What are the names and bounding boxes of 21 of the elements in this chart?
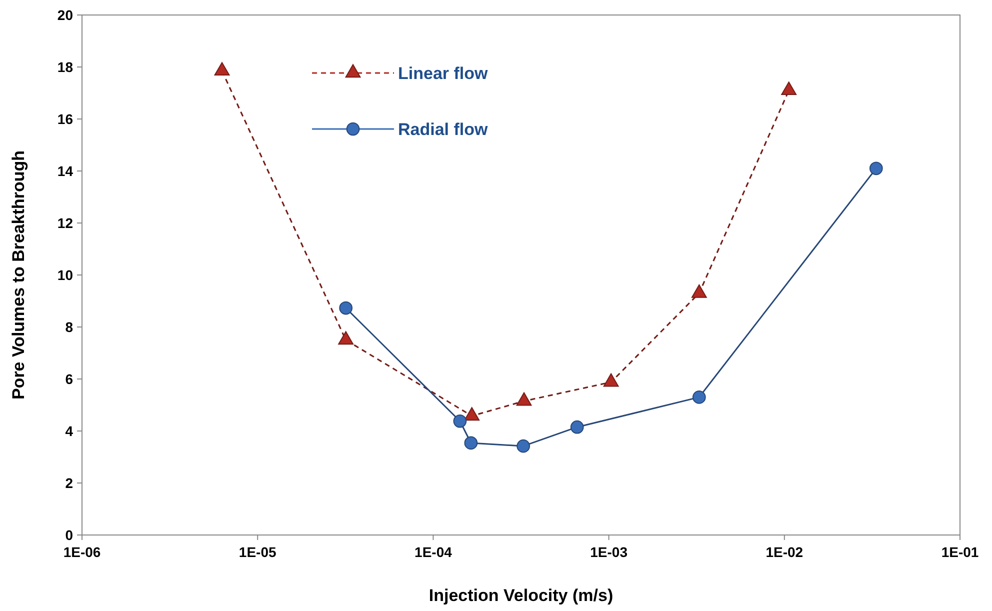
x-tick-label: 1E-03 xyxy=(590,544,628,560)
x-tick-label: 1E-04 xyxy=(414,544,452,560)
x-tick-label: 1E-02 xyxy=(766,544,804,560)
legend-label: Radial flow xyxy=(398,120,489,139)
x-tick-label: 1E-06 xyxy=(63,544,101,560)
y-tick-label: 20 xyxy=(57,6,74,23)
y-tick-label: 4 xyxy=(65,422,74,439)
legend-label: Linear flow xyxy=(398,64,489,83)
x-axis-title: Injection Velocity (m/s) xyxy=(428,586,614,605)
y-axis-title: Pore Volumes to Breakthrough xyxy=(9,150,28,400)
y-tick-label: 2 xyxy=(65,474,74,491)
x-tick-label: 1E-01 xyxy=(941,544,979,560)
y-tick-label: 6 xyxy=(65,370,74,387)
y-tick-label: 8 xyxy=(65,318,74,335)
y-tick-label: 14 xyxy=(57,162,74,179)
y-tick-label: 16 xyxy=(57,110,74,127)
y-tick-label: 18 xyxy=(57,58,74,75)
x-tick-label: 1E-05 xyxy=(238,544,276,560)
y-tick-label: 12 xyxy=(57,214,74,231)
y-tick-label: 10 xyxy=(57,266,74,283)
y-tick-label: 0 xyxy=(65,526,74,543)
